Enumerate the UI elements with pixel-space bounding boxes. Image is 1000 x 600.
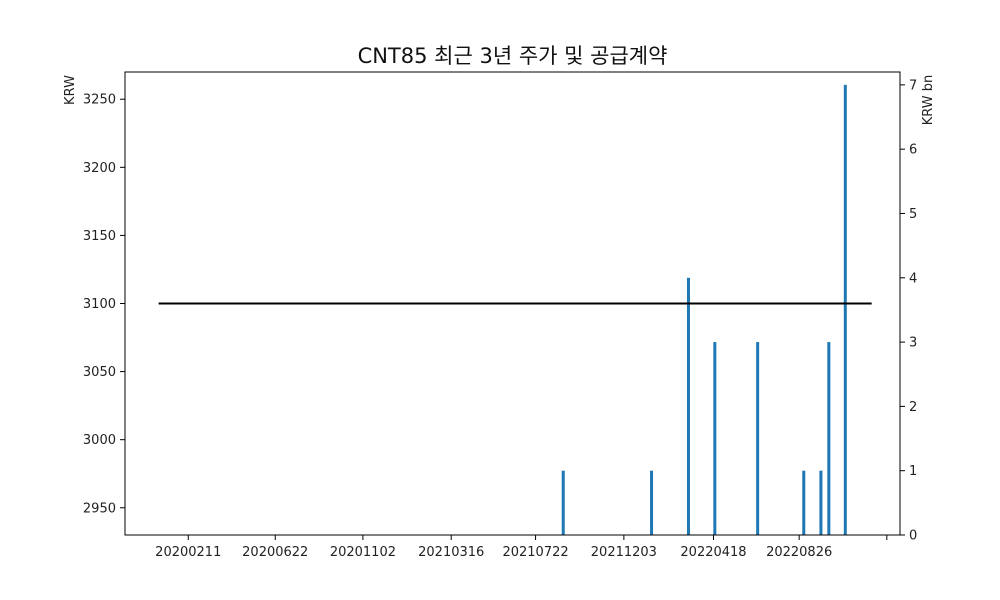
contract-bars bbox=[561, 84, 847, 536]
x-axis-ticks: 20200211 20200622 20201102 20210316 20210722… bbox=[155, 535, 888, 560]
right-axis-ticks: 0 1 2 3 4 5 6 7 bbox=[900, 78, 917, 544]
left-tick-label: 3100 bbox=[83, 297, 116, 312]
left-tick-label: 3200 bbox=[83, 161, 116, 176]
x-tick-label: 20211203 bbox=[591, 545, 657, 560]
contract-bar bbox=[650, 470, 654, 535]
x-tick-label: 20210316 bbox=[418, 545, 484, 560]
left-axis-ticks: 2950 3000 3050 3100 3150 3200 3250 bbox=[83, 93, 125, 516]
right-tick-label: 6 bbox=[909, 143, 917, 158]
contract-bar bbox=[713, 342, 717, 535]
x-tick-label: 20220418 bbox=[680, 545, 746, 560]
x-tick-label: 20220826 bbox=[766, 545, 832, 560]
contract-bar bbox=[561, 470, 565, 535]
contract-bar bbox=[827, 342, 831, 535]
right-tick-label: 5 bbox=[909, 207, 917, 222]
x-tick-label: 20210722 bbox=[502, 545, 568, 560]
right-tick-label: 4 bbox=[909, 271, 917, 286]
right-tick-label: 2 bbox=[909, 400, 917, 415]
left-tick-label: 3250 bbox=[83, 93, 116, 108]
right-tick-label: 7 bbox=[909, 78, 917, 93]
right-tick-label: 0 bbox=[909, 529, 917, 544]
contract-bar bbox=[686, 277, 690, 535]
contract-bar bbox=[802, 470, 806, 535]
left-tick-label: 3050 bbox=[83, 365, 116, 380]
x-tick-label: 20201102 bbox=[330, 545, 396, 560]
right-tick-label: 1 bbox=[909, 464, 917, 479]
left-tick-label: 3000 bbox=[83, 433, 116, 448]
contract-bar bbox=[756, 342, 760, 535]
left-tick-label: 2950 bbox=[83, 501, 116, 516]
contract-bar bbox=[843, 84, 847, 536]
x-tick-label: 20200211 bbox=[155, 545, 221, 560]
right-tick-label: 3 bbox=[909, 336, 917, 351]
x-tick-label: 20200622 bbox=[242, 545, 308, 560]
left-axis-label: KRW bbox=[63, 75, 78, 105]
right-axis-label: KRW bn bbox=[921, 75, 936, 126]
left-tick-label: 3150 bbox=[83, 229, 116, 244]
contract-bar bbox=[819, 470, 823, 535]
chart-title: CNT85 최근 3년 주가 및 공급계약 bbox=[358, 44, 668, 68]
